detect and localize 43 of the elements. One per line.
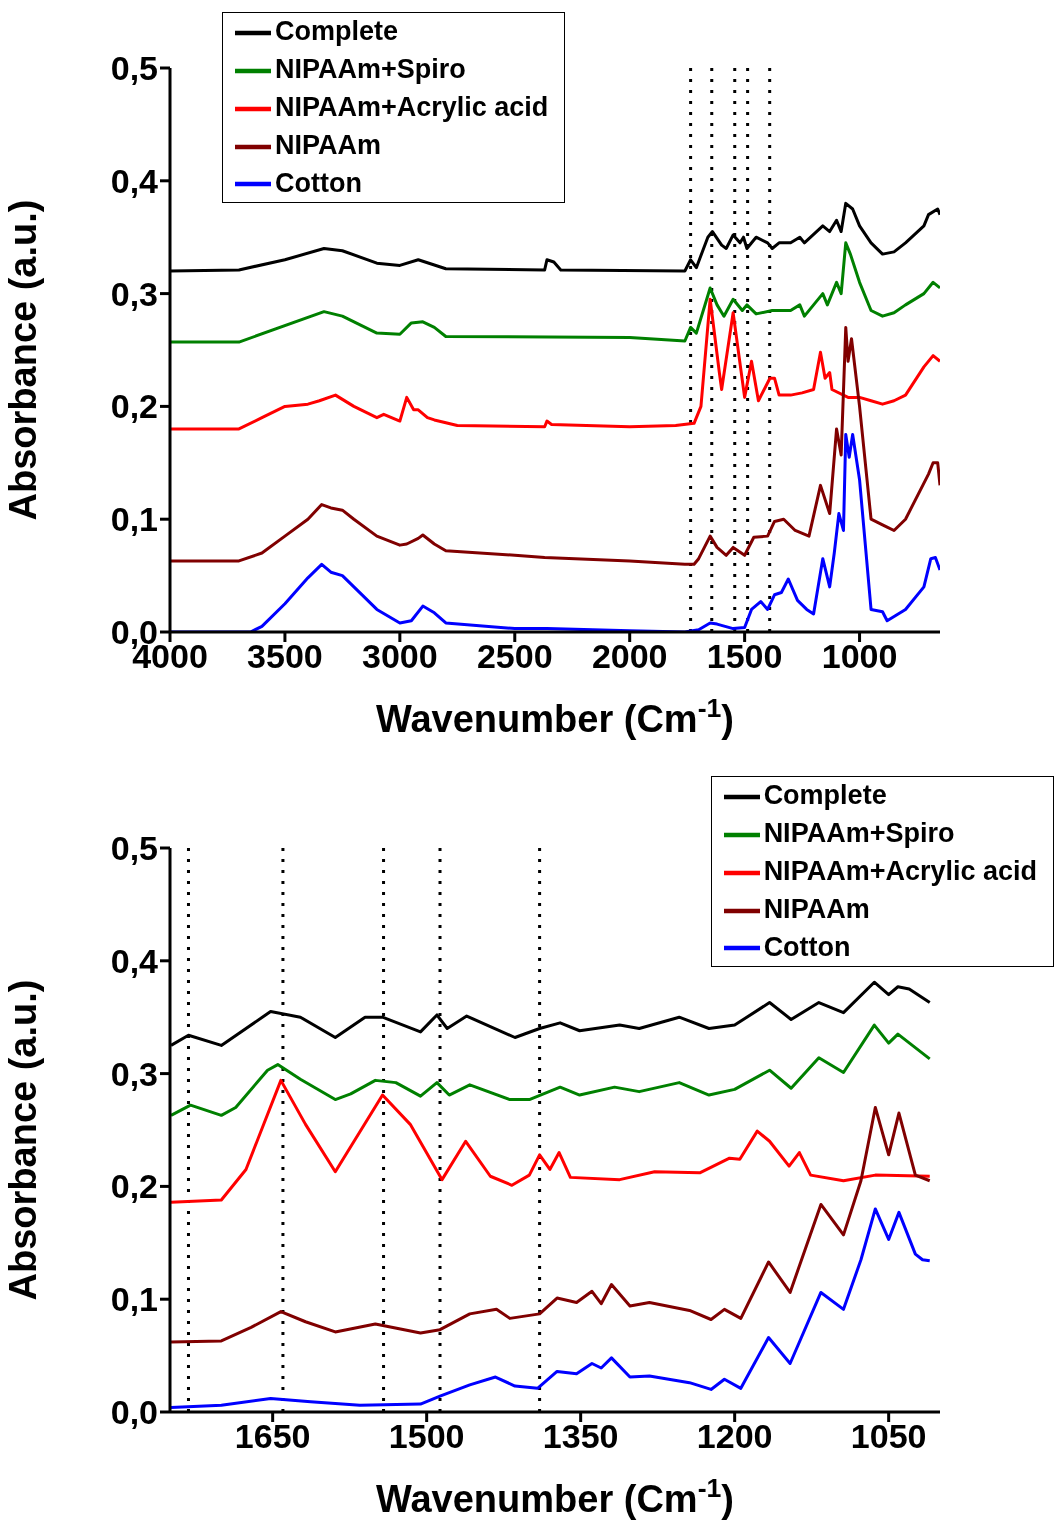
- y-axis-title: Absorbance (a.u.): [2, 199, 44, 521]
- line-series: [170, 1207, 932, 1409]
- y-tick-label: 0,2: [110, 387, 158, 426]
- x-tick-label: 1000: [821, 637, 898, 676]
- x-tick-label: 1500: [388, 1417, 465, 1456]
- y-tick-label: 0,3: [110, 1054, 158, 1093]
- x-tick-label: 1350: [542, 1417, 619, 1456]
- x-axis-title: Wavenumber (Cm$^{-1}$): [376, 693, 734, 740]
- legend-label: NIPAAm+Acrylic acid: [275, 91, 549, 122]
- x-tick-label: 3500: [247, 637, 323, 676]
- line-series: [170, 1105, 932, 1344]
- legend-label: Complete: [763, 780, 887, 810]
- y-tick-label: 0,3: [110, 274, 158, 313]
- x-tick-label: 1650: [234, 1417, 311, 1456]
- line-series: [170, 241, 940, 344]
- x-tick-label: 1050: [850, 1417, 927, 1456]
- y-tick-label: 0,1: [110, 1280, 158, 1319]
- legend-label: NIPAAm+Spiro: [763, 817, 955, 848]
- line-series: [170, 297, 940, 431]
- y-tick-label: 0,5: [110, 49, 158, 88]
- x-tick-label: 1200: [696, 1417, 773, 1456]
- y-tick-label: 0,4: [110, 941, 159, 980]
- legend-label: Cotton: [275, 167, 362, 198]
- x-axis-title: Wavenumber (Cm$^{-1}$): [376, 1473, 734, 1520]
- legend-label: NIPAAm+Acrylic acid: [763, 855, 1037, 886]
- legend-label: Complete: [275, 16, 399, 46]
- x-tick-label: 2500: [476, 637, 553, 676]
- x-tick-label: 1500: [706, 637, 783, 676]
- y-tick-label: 0,5: [110, 829, 158, 868]
- legend-label: NIPAAm+Spiro: [275, 53, 466, 84]
- x-tick-label: 2000: [591, 637, 668, 676]
- y-tick-label: 0,0: [110, 1393, 158, 1432]
- line-series: [170, 325, 940, 566]
- y-tick-label: 0,1: [110, 500, 158, 539]
- x-tick-label: 3000: [362, 637, 438, 676]
- y-axis-title: Absorbance (a.u.): [2, 979, 44, 1301]
- line-series: [170, 1023, 932, 1117]
- line-series: [170, 1078, 932, 1204]
- y-tick-label: 0,2: [110, 1167, 158, 1206]
- legend-label: NIPAAm: [763, 893, 870, 924]
- y-tick-label: 0,4: [110, 161, 159, 200]
- legend-label: Cotton: [763, 931, 851, 962]
- legend-label: NIPAAm: [275, 129, 382, 160]
